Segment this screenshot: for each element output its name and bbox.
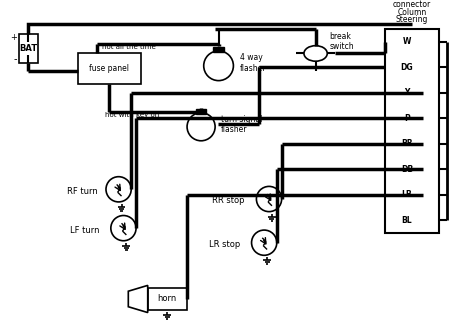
Text: BL: BL — [401, 216, 412, 225]
Text: DB: DB — [401, 165, 413, 174]
Text: fuse panel: fuse panel — [90, 65, 129, 73]
Text: RF turn: RF turn — [66, 187, 97, 196]
Text: LF turn: LF turn — [70, 225, 99, 235]
Bar — [213, 47, 224, 52]
Bar — [148, 288, 187, 309]
Text: horn: horn — [157, 295, 177, 304]
Text: Y: Y — [404, 88, 410, 97]
Text: hot all the time: hot all the time — [101, 44, 155, 50]
Text: DG: DG — [401, 63, 413, 72]
Text: -: - — [13, 54, 17, 64]
Text: RR stop: RR stop — [212, 197, 245, 206]
Text: BR: BR — [401, 139, 413, 148]
Text: +: + — [10, 33, 17, 42]
Text: turn signal
flasher: turn signal flasher — [220, 115, 262, 134]
Text: hot with key on: hot with key on — [105, 112, 159, 118]
Text: LB: LB — [401, 190, 412, 199]
Text: LR stop: LR stop — [209, 240, 240, 249]
Bar — [385, 29, 439, 233]
Text: 4 way
flasher: 4 way flasher — [240, 53, 266, 73]
Bar — [196, 109, 206, 114]
Text: P: P — [404, 114, 410, 123]
Text: break
switch: break switch — [329, 32, 354, 52]
Text: Column: Column — [398, 8, 427, 17]
Text: BAT: BAT — [19, 44, 37, 53]
Text: W: W — [402, 37, 411, 46]
Bar — [78, 53, 141, 84]
Bar — [18, 34, 38, 63]
Text: Steering: Steering — [396, 15, 428, 24]
Text: connector: connector — [393, 0, 431, 9]
